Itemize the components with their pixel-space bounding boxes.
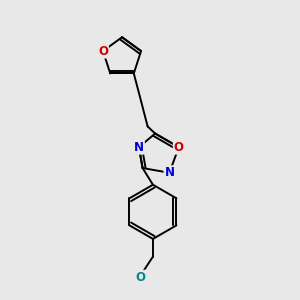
Text: O: O [174, 141, 184, 154]
Text: N: N [164, 166, 174, 179]
Text: O: O [135, 271, 145, 284]
Text: N: N [134, 141, 144, 154]
Text: O: O [98, 45, 108, 58]
